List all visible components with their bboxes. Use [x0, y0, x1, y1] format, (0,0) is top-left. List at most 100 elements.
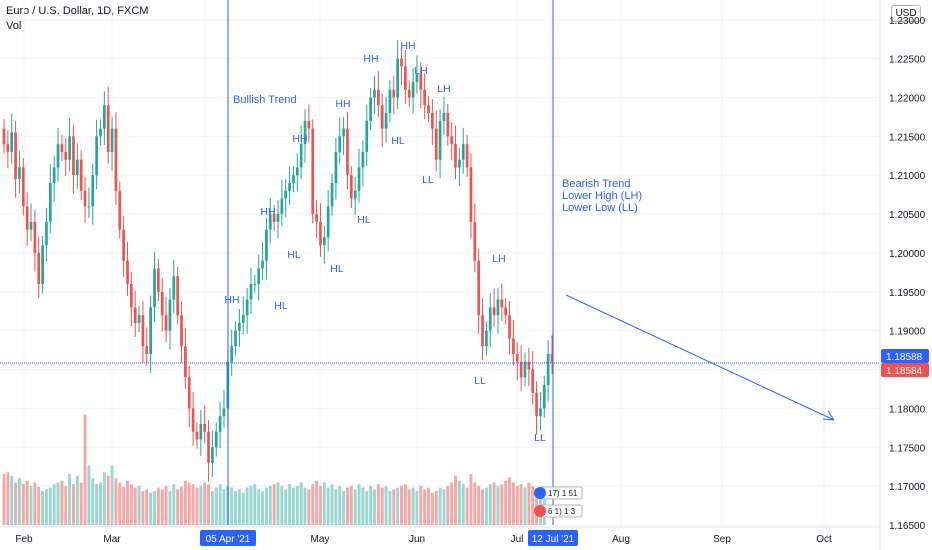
candle-body [411, 81, 415, 98]
volume-bar [133, 487, 137, 525]
x-tick-label: Feb [15, 534, 33, 545]
volume-bar [95, 484, 99, 525]
x-tick-label: Aug [612, 534, 630, 545]
y-tick-label: 1.17000 [889, 482, 926, 493]
trend-annotation: HL [391, 135, 405, 147]
trend-annotation: HH [260, 206, 275, 218]
candle-body [18, 167, 21, 180]
indicator-badge-label: 17) 1 51 [548, 489, 578, 498]
price-axis: 1.23000 1.22500 1.22000 1.21500 1.21000 1.205… [879, 0, 929, 550]
volume-bar [68, 474, 72, 525]
volume-bar [392, 489, 396, 525]
candle-body [373, 89, 376, 98]
candle-body [477, 260, 481, 316]
candle-body [465, 144, 469, 168]
volume-bar [276, 482, 280, 525]
indicator-badge-icon [534, 487, 546, 499]
volume-bar [71, 484, 75, 525]
annotations: HH HH HH HH HH HH HL HL HL HL HL LH LH LH LL LL LL Bullis… [224, 40, 642, 518]
volume-bar [114, 478, 118, 525]
candle-body [284, 190, 288, 199]
trend-annotation: HL [330, 263, 344, 275]
volume-bar [172, 484, 176, 525]
candle-body [361, 151, 365, 168]
candle-body [523, 361, 527, 378]
candle-body [203, 423, 207, 432]
volume-bar [465, 487, 469, 525]
volume-bar [29, 485, 33, 525]
candle-body [431, 113, 434, 129]
price-label: 1.18584 [886, 366, 923, 377]
candle-body [72, 136, 75, 176]
candle-body [10, 132, 14, 152]
candle-body [2, 128, 6, 145]
volume-bar [446, 485, 450, 525]
volume-bar [37, 486, 41, 525]
candle-body [485, 330, 488, 347]
volume-bar [334, 489, 338, 525]
volume-bar [291, 487, 295, 525]
candle-body [230, 346, 234, 362]
overlay-lines [0, 0, 880, 525]
volume-bar [268, 485, 272, 525]
candle-body [446, 113, 450, 137]
volume-bar [60, 480, 64, 525]
y-tick-label: 1.22500 [889, 55, 926, 66]
candle-body [218, 416, 222, 432]
trend-annotation: HL [287, 249, 301, 261]
candle-body [288, 183, 291, 191]
volume-bar [75, 475, 79, 525]
chart-title: Euro / U.S. Dollar, 1D, FXCM [6, 5, 149, 17]
volume-bar [149, 492, 153, 525]
candle-body [481, 315, 484, 347]
candle-body [133, 307, 137, 323]
candle-body [257, 268, 261, 285]
candle-body [423, 89, 426, 106]
trend-arrow-head [822, 410, 835, 421]
candle-body [434, 128, 438, 160]
candle-body [315, 214, 318, 222]
date-highlight-bg [200, 530, 256, 546]
volume-bar [180, 486, 183, 525]
volume-bar [210, 491, 214, 525]
candle-body [388, 89, 392, 114]
candle-body [299, 144, 303, 168]
volume-bar [245, 487, 249, 525]
volume-bar [145, 489, 149, 525]
volume-bar [176, 489, 180, 525]
candle-body [176, 276, 180, 316]
currency-badge[interactable]: USD [891, 5, 921, 22]
volume-bar [21, 484, 25, 525]
candle-body [396, 58, 399, 98]
volume-bar [264, 487, 268, 525]
date-highlight-bg [528, 530, 578, 546]
volume-bar [511, 482, 515, 525]
volume-bar [419, 485, 423, 525]
volume-bar [64, 485, 68, 525]
volume-bar [396, 487, 400, 525]
volume-bar [430, 492, 434, 525]
candle-body [319, 221, 322, 246]
candle-body [353, 190, 357, 199]
candle-body [234, 330, 237, 347]
volume-bar [168, 491, 172, 525]
volume-label: Vol [6, 20, 22, 32]
volume-bar [110, 465, 114, 525]
y-tick-label: 1.19000 [889, 327, 926, 338]
trend-description: Lower Low (LL) [562, 202, 638, 214]
candle-body [102, 105, 106, 129]
candle-body [265, 229, 268, 261]
volume-bar [44, 489, 48, 525]
volume-bar [353, 489, 357, 525]
trend-annotation: HH [335, 98, 350, 110]
candle-body [272, 214, 276, 222]
volume-bar [427, 487, 430, 525]
volume-bar [326, 487, 330, 525]
volume-bar [454, 475, 457, 525]
volume-bar [338, 485, 342, 525]
y-tick-label: 1.22000 [889, 94, 926, 105]
candle-body [91, 175, 95, 207]
x-tick-label: Jul [511, 534, 524, 545]
candle-body [384, 113, 388, 129]
